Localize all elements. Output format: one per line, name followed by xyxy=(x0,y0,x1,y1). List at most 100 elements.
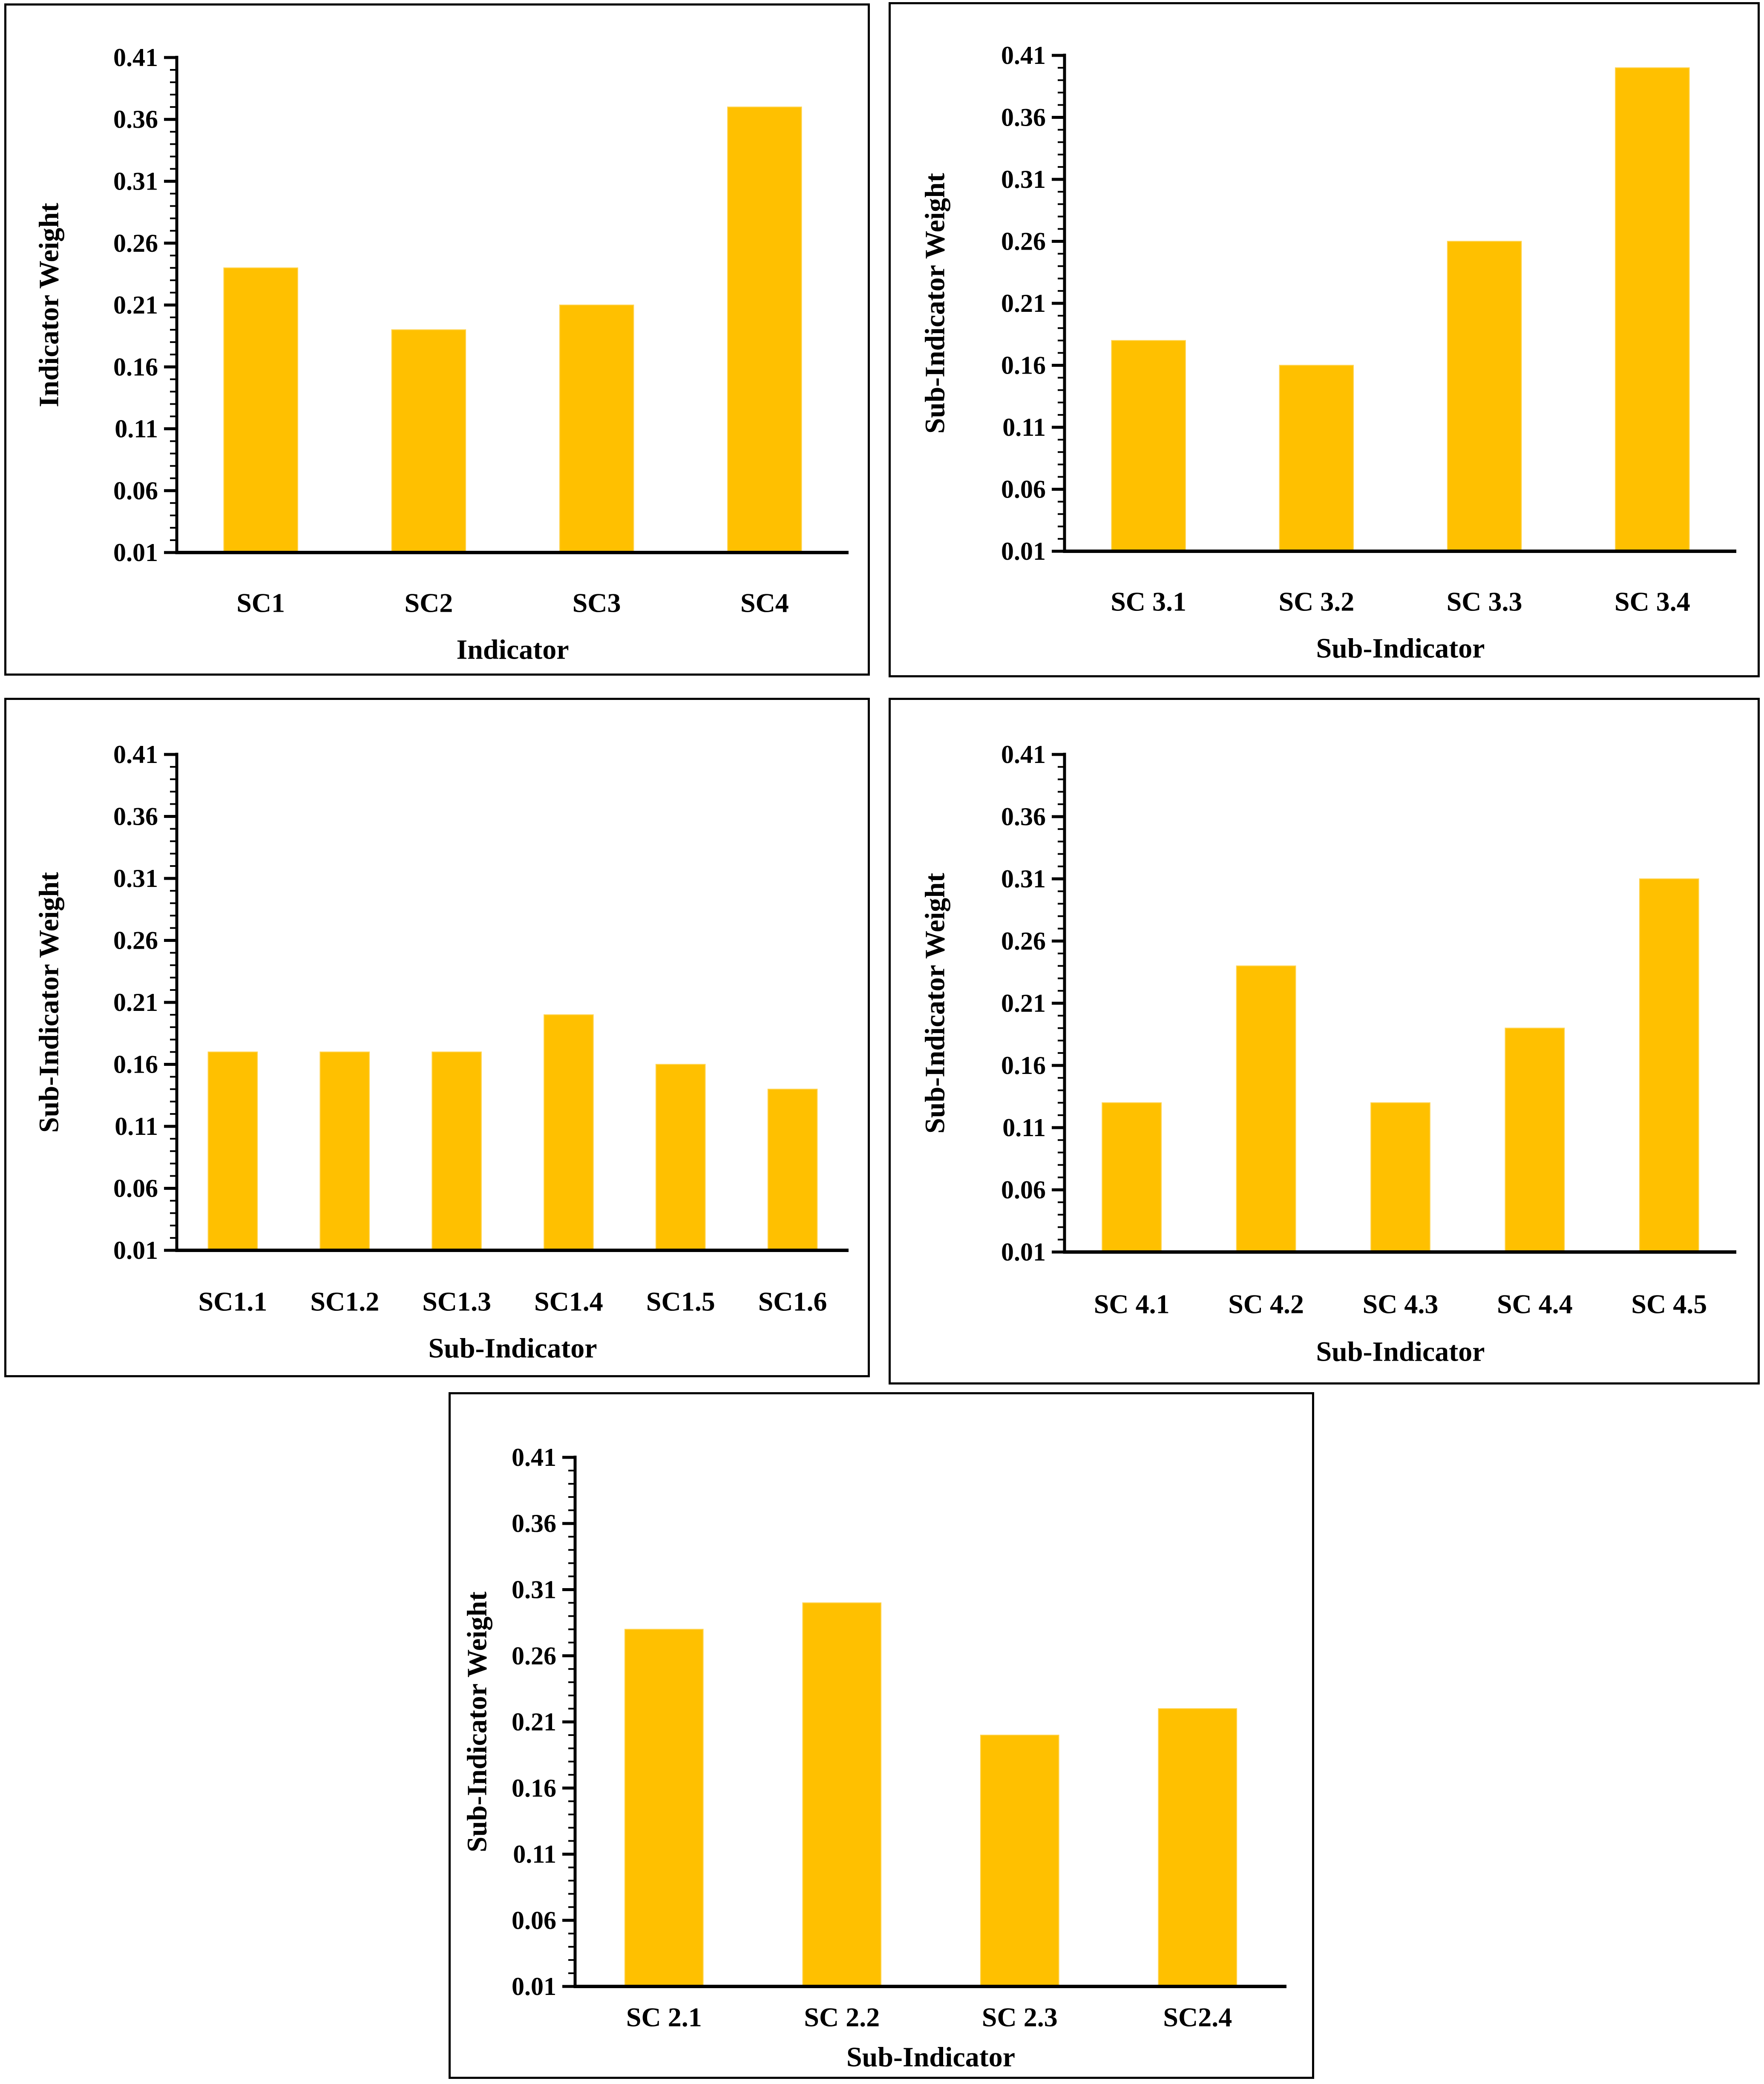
x-category-label: SC 2.3 xyxy=(982,2002,1058,2032)
bar-SC 4.4 xyxy=(1505,1028,1565,1252)
x-category-label: SC 3.2 xyxy=(1278,587,1354,617)
y-tick-label: 0.06 xyxy=(512,1906,556,1934)
x-category-label: SC1.1 xyxy=(198,1287,267,1317)
bar-SC1.6 xyxy=(767,1088,818,1251)
x-category-label: SC1 xyxy=(236,588,285,618)
y-axis-title: Sub-Indicator Weight xyxy=(462,1592,493,1852)
bar-SC 4.1 xyxy=(1102,1102,1162,1252)
y-axis-title: Sub-Indicator Weight xyxy=(920,173,951,434)
y-tick-label: 0.06 xyxy=(113,477,158,505)
y-axis-title: Sub-Indicator Weight xyxy=(920,873,951,1134)
x-category-label: SC 4.3 xyxy=(1363,1289,1439,1319)
x-axis-title: Indicator xyxy=(457,634,569,665)
y-tick-label: 0.31 xyxy=(113,167,158,196)
y-tick-label: 0.01 xyxy=(113,1236,158,1264)
y-tick-label: 0.16 xyxy=(113,1051,158,1079)
bar-SC1.5 xyxy=(655,1064,706,1251)
y-tick-label: 0.26 xyxy=(113,927,158,955)
y-tick-label: 0.41 xyxy=(113,43,158,72)
bar-SC 4.3 xyxy=(1370,1102,1430,1252)
y-tick-label: 0.01 xyxy=(1001,537,1046,565)
y-tick-label: 0.16 xyxy=(512,1774,556,1802)
x-category-label: SC1.5 xyxy=(646,1287,715,1317)
x-category-label: SC 2.2 xyxy=(804,2002,880,2032)
bar-SC 2.2 xyxy=(802,1602,882,1987)
x-axis-title: Sub-Indicator xyxy=(1316,1336,1485,1367)
y-axis-title: Indicator Weight xyxy=(34,203,65,407)
bar-SC1.1 xyxy=(207,1051,258,1251)
y-tick-label: 0.16 xyxy=(1001,1051,1046,1079)
chart-panel-sub-indicator-2-weights: 0.01 0.06 0.11 0.16 0.21 0.26 0.31 0.36 0.41 SC 2… xyxy=(449,1392,1314,2079)
x-axis-title: Sub-Indicator xyxy=(428,1333,597,1364)
bar-SC 2.1 xyxy=(624,1629,704,1987)
bar-SC 4.2 xyxy=(1236,965,1296,1252)
y-tick-label: 0.21 xyxy=(113,988,158,1016)
x-category-label: SC 3.1 xyxy=(1111,587,1186,617)
y-tick-label: 0.06 xyxy=(1001,1176,1046,1204)
bar-SC 4.5 xyxy=(1639,878,1699,1252)
y-tick-label: 0.11 xyxy=(513,1840,556,1868)
bar-chart-sub-indicator-4-weights: 0.01 0.06 0.11 0.16 0.21 0.26 0.31 0.36 0.41 SC 4… xyxy=(920,740,1736,1367)
bar-SC3 xyxy=(559,305,634,553)
x-category-label: SC 2.1 xyxy=(626,2002,702,2032)
x-category-label: SC3 xyxy=(573,588,621,618)
y-tick-label: 0.31 xyxy=(1001,165,1046,193)
y-tick-label: 0.11 xyxy=(115,1112,158,1140)
y-tick-label: 0.36 xyxy=(1001,803,1046,831)
bar-SC 2.3 xyxy=(980,1735,1059,1987)
x-category-label: SC1.4 xyxy=(534,1287,603,1317)
bar-SC2.4 xyxy=(1158,1708,1237,1987)
bar-SC1 xyxy=(223,267,298,553)
y-tick-label: 0.16 xyxy=(113,353,158,381)
y-tick-label: 0.21 xyxy=(113,291,158,319)
y-tick-label: 0.41 xyxy=(1001,41,1046,69)
bar-SC1.3 xyxy=(432,1051,482,1251)
y-tick-label: 0.11 xyxy=(1002,413,1046,441)
y-tick-label: 0.31 xyxy=(512,1576,556,1604)
bar-SC1.4 xyxy=(544,1014,594,1251)
y-tick-label: 0.36 xyxy=(1001,104,1046,132)
y-tick-label: 0.36 xyxy=(113,105,158,133)
y-tick-label: 0.26 xyxy=(512,1642,556,1670)
y-axis-title: Sub-Indicator Weight xyxy=(34,872,65,1133)
y-tick-label: 0.11 xyxy=(1002,1114,1046,1142)
y-tick-label: 0.21 xyxy=(1001,989,1046,1017)
bar-chart-sub-indicator-1-weights: 0.01 0.06 0.11 0.16 0.21 0.26 0.31 0.36 0.41 SC1.… xyxy=(34,740,849,1364)
y-tick-label: 0.41 xyxy=(512,1443,556,1471)
x-category-label: SC1.2 xyxy=(310,1287,379,1317)
x-category-label: SC 4.5 xyxy=(1631,1289,1707,1319)
bar-SC 3.1 xyxy=(1111,340,1186,552)
y-tick-label: 0.16 xyxy=(1001,351,1046,380)
x-category-label: SC 4.4 xyxy=(1497,1289,1573,1319)
chart-panel-sub-indicator-4-weights: 0.01 0.06 0.11 0.16 0.21 0.26 0.31 0.36 0.41 SC 4… xyxy=(889,698,1760,1385)
x-category-label: SC 3.3 xyxy=(1447,587,1522,617)
bar-SC1.2 xyxy=(319,1051,370,1251)
y-tick-label: 0.31 xyxy=(113,864,158,892)
x-category-label: SC 4.1 xyxy=(1094,1289,1170,1319)
y-tick-label: 0.21 xyxy=(512,1708,556,1736)
chart-panel-sub-indicator-3-weights: 0.01 0.06 0.11 0.16 0.21 0.26 0.31 0.36 0.41 SC 3… xyxy=(889,2,1760,677)
bar-SC2 xyxy=(391,329,466,553)
chart-panel-sub-indicator-1-weights: 0.01 0.06 0.11 0.16 0.21 0.26 0.31 0.36 0.41 SC1.… xyxy=(4,698,870,1377)
bar-SC 3.4 xyxy=(1615,67,1690,552)
bar-chart-sub-indicator-3-weights: 0.01 0.06 0.11 0.16 0.21 0.26 0.31 0.36 0.41 SC 3… xyxy=(920,41,1736,664)
x-category-label: SC 4.2 xyxy=(1228,1289,1304,1319)
y-tick-label: 0.26 xyxy=(1001,927,1046,955)
y-tick-label: 0.36 xyxy=(512,1509,556,1537)
x-axis-title: Sub-Indicator xyxy=(1316,633,1485,664)
bar-SC 3.3 xyxy=(1447,241,1522,552)
y-tick-label: 0.36 xyxy=(113,803,158,831)
x-category-label: SC 3.4 xyxy=(1614,587,1690,617)
x-category-label: SC2 xyxy=(404,588,453,618)
y-tick-label: 0.06 xyxy=(1001,475,1046,504)
y-tick-label: 0.21 xyxy=(1001,289,1046,317)
bar-SC 3.2 xyxy=(1279,365,1354,552)
y-tick-label: 0.41 xyxy=(1001,740,1046,769)
bar-SC4 xyxy=(727,107,802,553)
y-tick-label: 0.26 xyxy=(113,229,158,257)
y-tick-label: 0.01 xyxy=(512,1972,556,2001)
x-category-label: SC2.4 xyxy=(1163,2002,1232,2032)
y-tick-label: 0.41 xyxy=(113,740,158,769)
x-category-label: SC1.3 xyxy=(422,1287,491,1317)
